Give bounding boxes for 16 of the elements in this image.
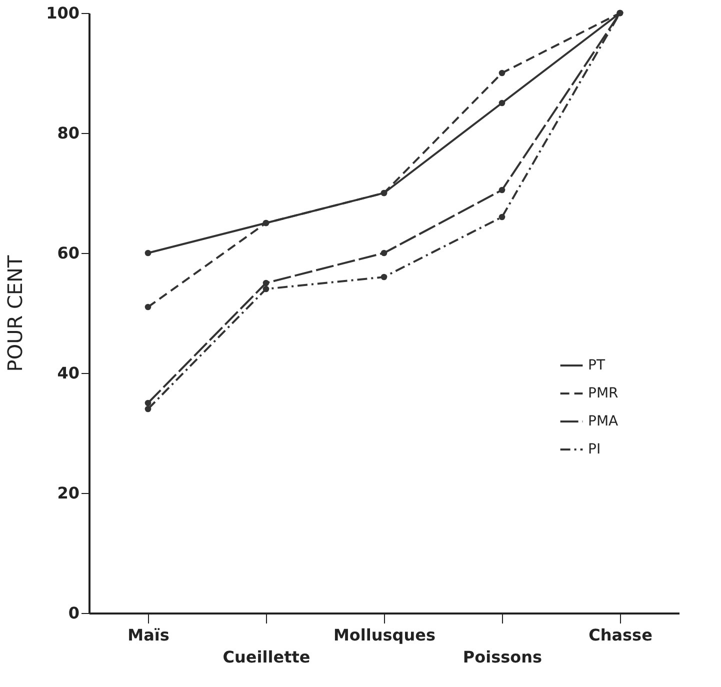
x-tick-label: Maïs [128,626,170,644]
legend-label: PMA [588,414,619,430]
y-tick-label: 100 [46,4,80,22]
y-tick-label: 20 [57,484,80,502]
legend-label: PT [588,358,606,374]
legend-label: PI [588,442,601,458]
legend-label: PMR [588,386,619,402]
x-tick-label: Mollusques [333,626,436,644]
x-tick-label: Chasse [588,626,653,644]
y-tick-label: 0 [68,604,80,622]
y-axis-title: POUR CENT [3,254,28,372]
y-tick-label: 80 [57,124,80,142]
x-tick-label: Poissons [462,648,542,666]
y-tick-label: 40 [57,364,80,382]
x-tick-label: Cueillette [222,648,310,666]
y-tick-label: 60 [57,244,80,262]
